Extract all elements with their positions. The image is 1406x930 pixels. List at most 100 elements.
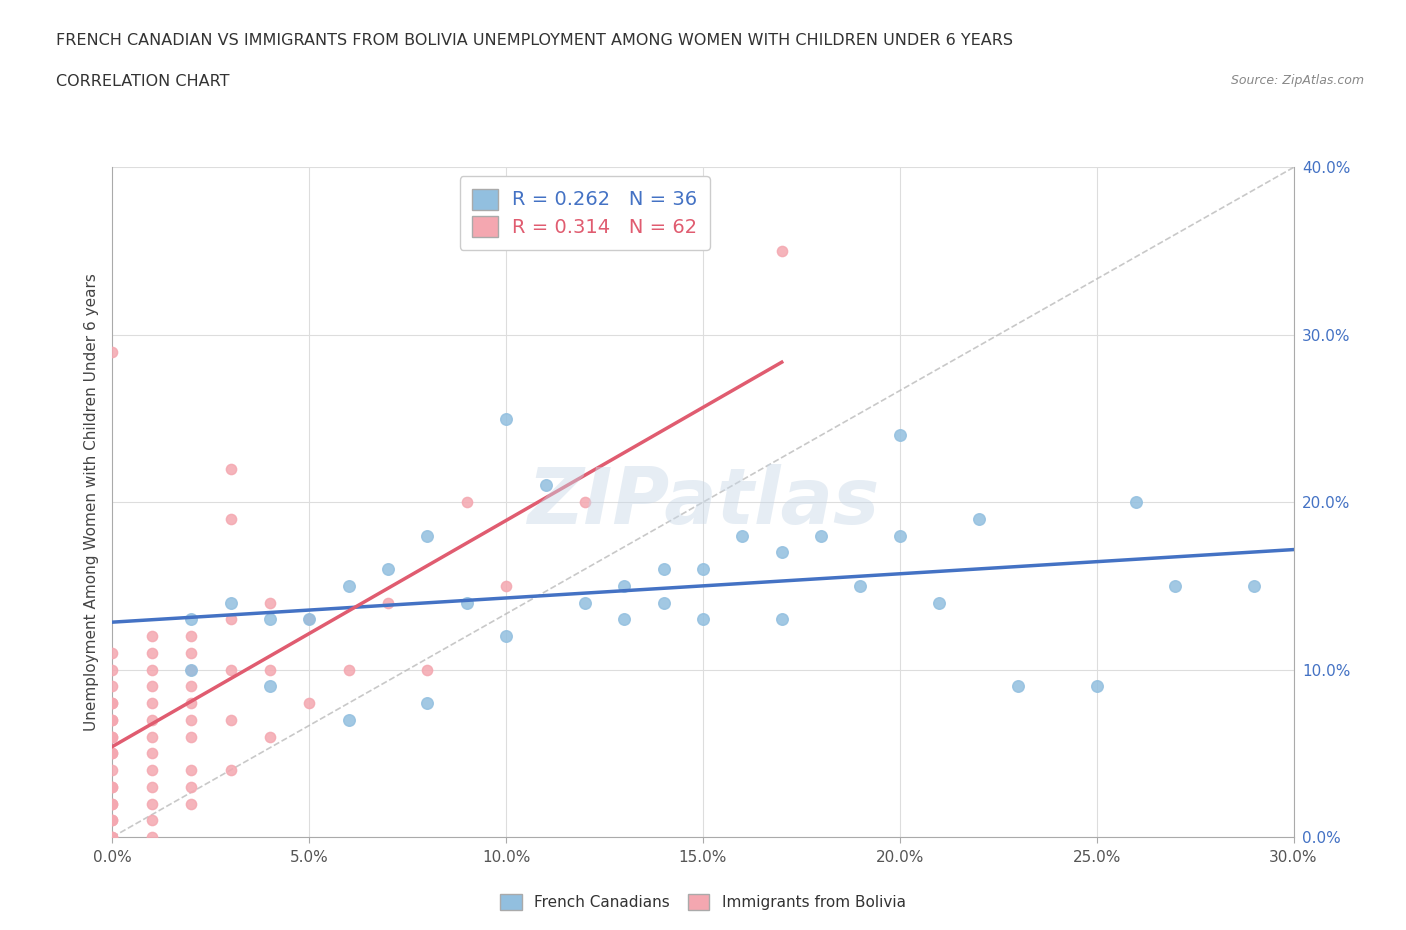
Point [534, 478, 557, 493]
Point [1085, 679, 1108, 694]
Point [495, 578, 517, 593]
Point [101, 729, 124, 744]
Text: ZIPatlas: ZIPatlas [527, 464, 879, 540]
Point [101, 712, 124, 727]
Point [692, 562, 714, 577]
Point [574, 495, 596, 510]
Point [101, 662, 124, 677]
Text: CORRELATION CHART: CORRELATION CHART [56, 74, 229, 89]
Point [456, 595, 478, 610]
Point [180, 712, 202, 727]
Point [101, 796, 124, 811]
Point [180, 629, 202, 644]
Legend: French Canadians, Immigrants from Bolivia: French Canadians, Immigrants from Bolivi… [495, 888, 911, 916]
Point [219, 512, 242, 526]
Point [101, 763, 124, 777]
Point [1243, 578, 1265, 593]
Point [141, 779, 163, 794]
Point [377, 595, 399, 610]
Point [416, 662, 439, 677]
Point [141, 696, 163, 711]
Point [180, 696, 202, 711]
Point [101, 746, 124, 761]
Point [849, 578, 872, 593]
Point [219, 662, 242, 677]
Y-axis label: Unemployment Among Women with Children Under 6 years: Unemployment Among Women with Children U… [84, 273, 100, 731]
Point [180, 662, 202, 677]
Point [337, 662, 360, 677]
Point [652, 595, 675, 610]
Point [101, 813, 124, 828]
Point [141, 645, 163, 660]
Point [652, 562, 675, 577]
Point [180, 779, 202, 794]
Point [928, 595, 950, 610]
Point [1125, 495, 1147, 510]
Point [180, 662, 202, 677]
Point [259, 679, 281, 694]
Point [613, 578, 636, 593]
Point [259, 612, 281, 627]
Point [101, 779, 124, 794]
Point [101, 344, 124, 359]
Point [180, 729, 202, 744]
Point [692, 612, 714, 627]
Point [219, 461, 242, 476]
Point [141, 796, 163, 811]
Point [101, 712, 124, 727]
Point [416, 528, 439, 543]
Point [180, 645, 202, 660]
Point [101, 813, 124, 828]
Point [889, 428, 911, 443]
Point [731, 528, 754, 543]
Point [495, 629, 517, 644]
Point [101, 796, 124, 811]
Point [259, 595, 281, 610]
Point [770, 612, 793, 627]
Point [810, 528, 832, 543]
Point [180, 763, 202, 777]
Point [219, 712, 242, 727]
Point [889, 528, 911, 543]
Point [377, 562, 399, 577]
Point [613, 612, 636, 627]
Point [574, 595, 596, 610]
Point [259, 729, 281, 744]
Point [101, 779, 124, 794]
Point [101, 696, 124, 711]
Point [141, 629, 163, 644]
Point [101, 645, 124, 660]
Point [141, 830, 163, 844]
Point [495, 411, 517, 426]
Point [141, 813, 163, 828]
Point [456, 495, 478, 510]
Point [101, 746, 124, 761]
Point [259, 662, 281, 677]
Text: Source: ZipAtlas.com: Source: ZipAtlas.com [1230, 74, 1364, 87]
Point [101, 729, 124, 744]
Point [101, 830, 124, 844]
Point [967, 512, 990, 526]
Point [141, 763, 163, 777]
Point [101, 830, 124, 844]
Point [298, 612, 321, 627]
Point [141, 662, 163, 677]
Point [101, 696, 124, 711]
Point [219, 763, 242, 777]
Point [219, 595, 242, 610]
Point [416, 696, 439, 711]
Point [101, 679, 124, 694]
Point [141, 679, 163, 694]
Point [141, 712, 163, 727]
Point [298, 612, 321, 627]
Text: FRENCH CANADIAN VS IMMIGRANTS FROM BOLIVIA UNEMPLOYMENT AMONG WOMEN WITH CHILDRE: FRENCH CANADIAN VS IMMIGRANTS FROM BOLIV… [56, 33, 1014, 47]
Point [770, 244, 793, 259]
Point [1007, 679, 1029, 694]
Point [770, 545, 793, 560]
Point [180, 612, 202, 627]
Point [180, 679, 202, 694]
Point [1164, 578, 1187, 593]
Point [141, 729, 163, 744]
Point [219, 612, 242, 627]
Point [298, 696, 321, 711]
